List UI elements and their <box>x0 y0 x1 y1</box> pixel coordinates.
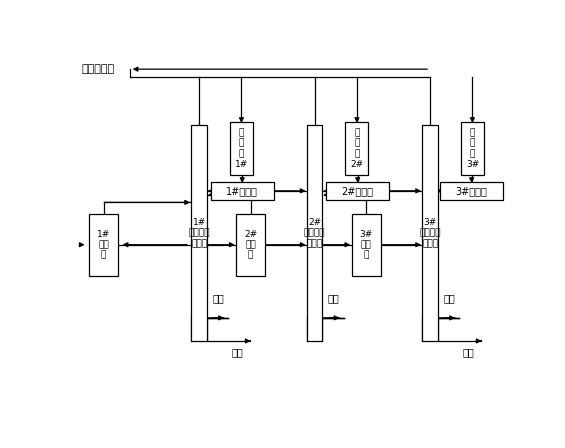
Bar <box>440 181 503 200</box>
Text: 循环: 循环 <box>444 293 455 304</box>
Bar <box>236 214 266 276</box>
Bar <box>89 214 118 276</box>
Bar <box>192 125 207 341</box>
Text: 3#
再沸
器: 3# 再沸 器 <box>359 230 373 260</box>
Text: 2#
高温氯化
反应塔: 2# 高温氯化 反应塔 <box>304 218 325 248</box>
Text: 采出: 采出 <box>232 347 244 357</box>
Bar <box>230 121 253 176</box>
Text: 循环: 循环 <box>328 293 340 304</box>
Bar <box>345 121 368 176</box>
Text: 3#
高温氯化
反应塔: 3# 高温氯化 反应塔 <box>419 218 441 248</box>
Bar <box>307 125 322 341</box>
Text: 冷
凝
器
1#: 冷 凝 器 1# <box>235 129 248 168</box>
Bar <box>461 121 484 176</box>
Bar <box>423 125 438 341</box>
Text: 采出: 采出 <box>463 347 475 357</box>
Bar <box>351 214 381 276</box>
Text: 2#
再沸
器: 2# 再沸 器 <box>244 230 257 260</box>
Text: 1#
高温氯化
反应塔: 1# 高温氯化 反应塔 <box>188 218 210 248</box>
Text: 2#回流罐: 2#回流罐 <box>342 186 373 196</box>
Text: 去尾气处理: 去尾气处理 <box>81 64 114 74</box>
Bar <box>211 181 274 200</box>
Text: 冷
凝
器
3#: 冷 凝 器 3# <box>466 129 479 168</box>
Text: 1#
再沸
器: 1# 再沸 器 <box>97 230 110 260</box>
Text: 冷
凝
器
2#: 冷 凝 器 2# <box>350 129 363 168</box>
Text: 循环: 循环 <box>212 293 224 304</box>
Bar <box>326 181 389 200</box>
Text: 1#回流罐: 1#回流罐 <box>226 186 258 196</box>
Text: 3#回流罐: 3#回流罐 <box>456 186 488 196</box>
